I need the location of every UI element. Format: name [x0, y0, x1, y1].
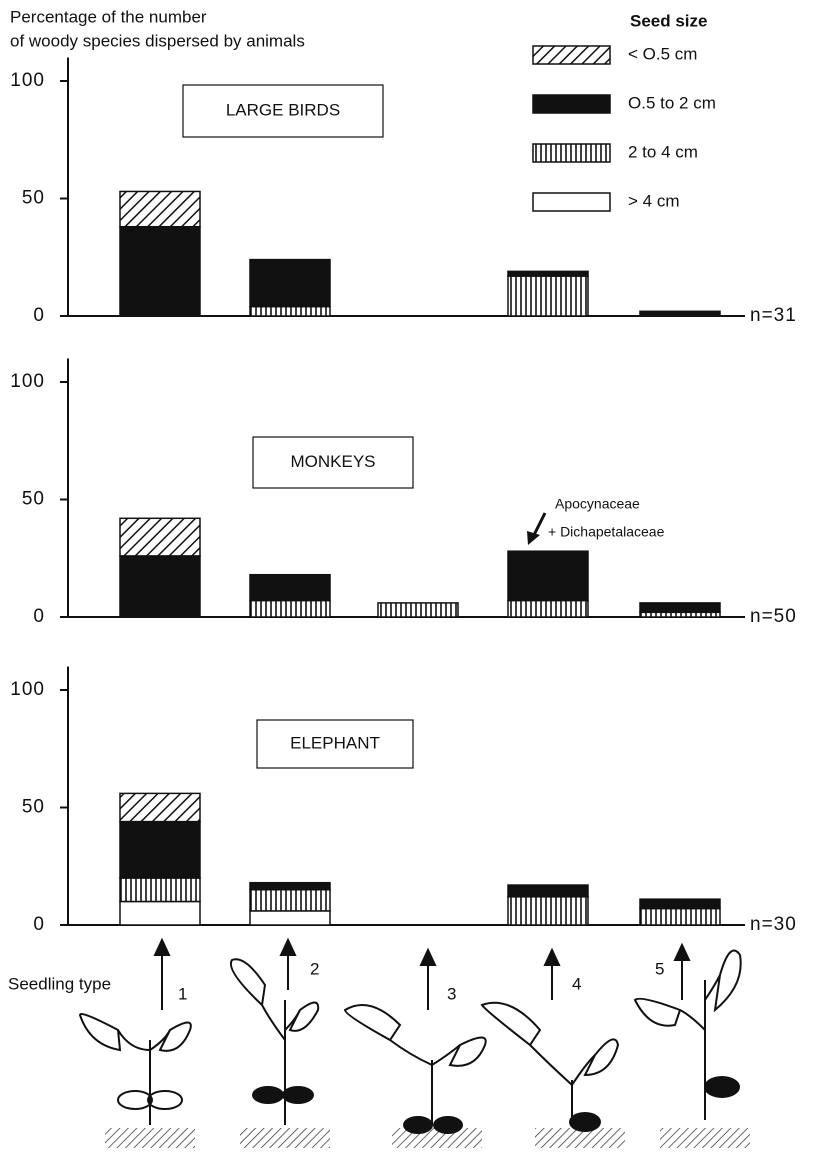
bar-segment [250, 601, 330, 617]
y-tick-label: 100 [10, 70, 45, 91]
bar-segment [120, 518, 200, 556]
y-tick-label: 0 [33, 606, 45, 627]
bar-segment [508, 276, 588, 316]
panel-title: MONKEYS [290, 452, 375, 471]
legend-swatch [533, 193, 610, 211]
y-axis-label: of woody species dispersed by animals [10, 31, 305, 50]
category-label: 4 [572, 974, 581, 993]
y-tick-label: 0 [33, 914, 45, 935]
legend-title: Seed size [630, 11, 708, 30]
bar-segment [120, 793, 200, 821]
legend-swatch [533, 95, 610, 113]
panel-title: ELEPHANT [290, 733, 380, 752]
bar-segment [640, 909, 720, 925]
n-label: n=30 [750, 914, 797, 935]
bar-segment [640, 899, 720, 908]
bar-segment [250, 575, 330, 601]
legend: < O.5 cm O.5 to 2 cm 2 to 4 cm > 4 cm [533, 44, 716, 211]
bar-segment [120, 191, 200, 226]
bar-segment [250, 307, 330, 316]
legend-label: 2 to 4 cm [628, 142, 698, 161]
bar-segment [508, 271, 588, 276]
bar-segment [250, 883, 330, 890]
bar-segment [120, 878, 200, 902]
bar-segment [250, 911, 330, 925]
bar-segment [378, 603, 458, 617]
bar-segment [250, 260, 330, 307]
bar-segment [508, 885, 588, 897]
x-axis-label: Seedling type [8, 974, 111, 993]
y-tick-label: 50 [22, 489, 45, 510]
annotation: + Dichapetalaceae [548, 524, 665, 540]
bar-segment [250, 890, 330, 911]
legend-label: > 4 cm [628, 191, 680, 210]
annotation-arrow [534, 513, 545, 535]
category-label: 5 [655, 959, 664, 978]
chart: Percentage of the number of woody specie… [0, 0, 816, 1152]
legend-label: O.5 to 2 cm [628, 93, 716, 112]
category-label: 3 [447, 984, 456, 1003]
y-tick-label: 100 [10, 371, 45, 392]
legend-swatch [533, 46, 610, 64]
category-label: 2 [310, 959, 319, 978]
annotation: Apocynaceae [555, 496, 640, 512]
bar-segment [508, 897, 588, 925]
bar-segment [120, 902, 200, 926]
y-axis-label: Percentage of the number [10, 7, 207, 26]
y-tick-label: 50 [22, 188, 45, 209]
y-tick-label: 100 [10, 679, 45, 700]
bar-segment [640, 603, 720, 612]
bar-segment [508, 551, 588, 600]
seedling-drawings [80, 940, 750, 1148]
panel-title: LARGE BIRDS [226, 100, 340, 119]
bar-segment [508, 601, 588, 617]
bar-segment [640, 311, 720, 316]
legend-swatch [533, 144, 610, 162]
n-label: n=31 [750, 305, 797, 326]
plots: 0 50 100 LARGE BIRDS n=31 0 50 100 MONKEYS n=50 Ap… [10, 58, 797, 936]
bar-segment [120, 556, 200, 617]
annotation-arrowhead [527, 531, 540, 545]
y-tick-label: 50 [22, 797, 45, 818]
legend-label: < O.5 cm [628, 44, 697, 63]
bar-segment [120, 822, 200, 878]
n-label: n=50 [750, 606, 797, 627]
category-label: 1 [178, 984, 187, 1003]
y-tick-label: 0 [33, 305, 45, 326]
bar-segment [120, 227, 200, 316]
